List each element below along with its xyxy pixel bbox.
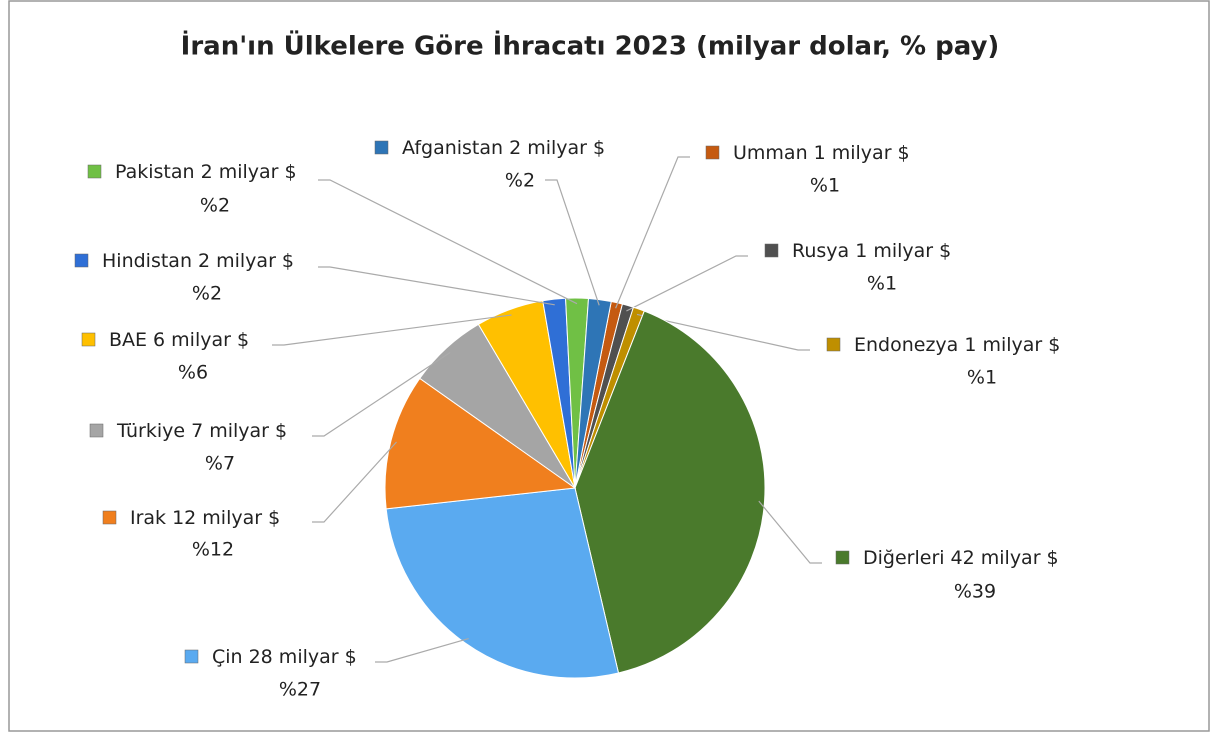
legend-key xyxy=(74,253,89,268)
leader-line xyxy=(375,637,469,663)
pie-slice xyxy=(574,310,766,674)
value-label: 28 milyar $ xyxy=(249,646,357,668)
percent-label: %2 xyxy=(200,195,230,217)
leader-line xyxy=(636,313,810,351)
value-label: 1 milyar $ xyxy=(964,334,1060,356)
percent-label: %12 xyxy=(192,539,234,561)
category-name: Afganistan xyxy=(402,137,503,159)
value-label: 2 milyar $ xyxy=(201,161,297,183)
legend-key xyxy=(826,337,841,352)
value-label: 1 milyar $ xyxy=(814,142,910,164)
category-name: Irak xyxy=(130,507,166,529)
leader-line xyxy=(318,266,555,306)
category-name: Umman xyxy=(733,142,808,164)
data-label: Afganistan 2 milyar $ xyxy=(402,137,605,159)
legend-key xyxy=(81,332,96,347)
data-label: BAE 6 milyar $ xyxy=(109,329,249,351)
category-name: Endonezya xyxy=(854,334,958,356)
category-name: Pakistan xyxy=(115,161,195,183)
percent-label: %27 xyxy=(279,679,321,701)
legend-key xyxy=(89,423,104,438)
pie-slice xyxy=(385,487,620,679)
legend-key xyxy=(87,164,102,179)
category-name: Rusya xyxy=(792,240,849,262)
percent-label: %2 xyxy=(505,170,535,192)
data-label: Çin 28 milyar $ xyxy=(212,646,357,668)
data-label: Hindistan 2 milyar $ xyxy=(102,250,294,272)
percent-label: %6 xyxy=(178,362,208,384)
leader-line xyxy=(545,179,600,306)
legend-key xyxy=(835,550,850,565)
data-label: Irak 12 milyar $ xyxy=(130,507,280,529)
percent-label: %1 xyxy=(867,273,897,295)
legend-key xyxy=(184,649,199,664)
leader-line xyxy=(312,441,397,523)
leader-line xyxy=(318,179,578,305)
pie-slice xyxy=(574,297,612,489)
data-label: Rusya 1 milyar $ xyxy=(792,240,951,262)
percent-label: %1 xyxy=(810,175,840,197)
category-name: BAE xyxy=(109,329,147,351)
legend-key xyxy=(705,145,720,160)
value-label: 7 milyar $ xyxy=(191,420,287,442)
chart-title: İran'ın Ülkelere Göre İhracatı 2023 (mil… xyxy=(181,29,1000,62)
category-name: Hindistan xyxy=(102,250,192,272)
leader-line xyxy=(626,255,748,312)
value-label: 42 milyar $ xyxy=(951,547,1059,569)
percent-label: %7 xyxy=(205,453,235,475)
category-name: Çin xyxy=(212,646,243,668)
category-name: Diğerleri xyxy=(863,547,945,569)
legend-key xyxy=(764,243,779,258)
value-label: 1 milyar $ xyxy=(855,240,951,262)
percent-label: %1 xyxy=(967,367,997,389)
category-name: Türkiye xyxy=(116,420,185,442)
data-label: Umman 1 milyar $ xyxy=(733,142,910,164)
data-label: Türkiye 7 milyar $ xyxy=(116,420,287,442)
legend-key xyxy=(374,140,389,155)
percent-label: %2 xyxy=(192,283,222,305)
leader-line xyxy=(758,500,822,564)
leader-line xyxy=(312,351,451,437)
legend-key xyxy=(102,510,117,525)
percent-label: %39 xyxy=(954,581,996,603)
value-label: 2 milyar $ xyxy=(198,250,294,272)
pie-slice xyxy=(384,377,577,510)
data-label: Diğerleri 42 milyar $ xyxy=(863,547,1059,569)
data-label: Pakistan 2 milyar $ xyxy=(115,161,297,183)
value-label: 6 milyar $ xyxy=(153,329,249,351)
data-label: Endonezya 1 milyar $ xyxy=(854,334,1060,356)
leader-line xyxy=(272,314,512,346)
leader-line xyxy=(615,156,690,309)
value-label: 2 milyar $ xyxy=(509,137,605,159)
value-label: 12 milyar $ xyxy=(172,507,280,529)
